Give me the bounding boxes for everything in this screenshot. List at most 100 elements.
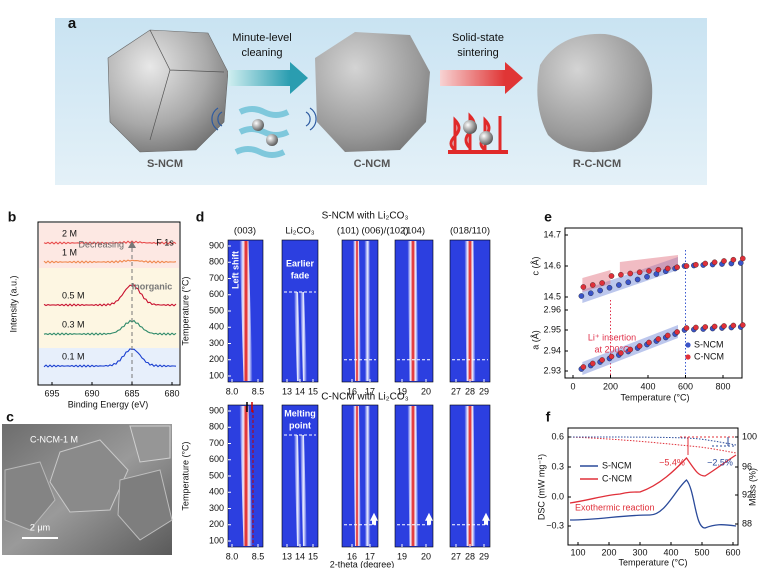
dsc-curve (569, 479, 737, 529)
label: 100 (742, 431, 757, 441)
label: 1 M (62, 247, 77, 257)
label: 400 (640, 381, 655, 391)
label: 17 (365, 386, 375, 396)
label: 0.3 M (62, 319, 85, 329)
peak-stripe (294, 292, 301, 381)
spectrum (43, 348, 177, 368)
spectrum (43, 240, 177, 245)
label: −5.4% (659, 457, 685, 467)
label: 600 (678, 381, 693, 391)
label: 96 (742, 461, 752, 471)
point (739, 322, 746, 328)
ion (252, 119, 264, 131)
point (578, 293, 585, 299)
peak-stripe (464, 406, 476, 546)
point (627, 270, 634, 277)
axes (567, 427, 739, 546)
label: Temperature (°C) (180, 276, 190, 345)
label: 200 (601, 547, 616, 557)
point (599, 280, 605, 286)
point (721, 323, 727, 329)
label: 2.93 (543, 365, 561, 375)
label: 700 (209, 273, 224, 283)
particle (315, 32, 430, 152)
label: C-NCM (694, 351, 724, 361)
label: 28 (465, 551, 475, 561)
label: 800 (209, 422, 224, 432)
band (39, 348, 179, 385)
label: S-NCM (147, 158, 183, 170)
label: 19 (397, 386, 407, 396)
peak-stripe (294, 435, 301, 546)
label: 27 (451, 551, 461, 561)
label: e (544, 209, 552, 225)
arrow (370, 512, 378, 525)
peak-stripe (464, 241, 476, 381)
axes (564, 227, 743, 379)
label: Inorganic (132, 281, 173, 291)
label: Exothermic reaction (575, 502, 655, 512)
label: C-NCM (354, 158, 391, 170)
label: c (Å) (530, 256, 540, 275)
point (646, 339, 652, 346)
point (693, 324, 699, 331)
label: 0.3 (551, 461, 564, 471)
label: 14 (295, 386, 305, 396)
label: 700 (209, 438, 224, 448)
point (655, 266, 662, 273)
point (587, 290, 594, 297)
label: 690 (84, 388, 99, 398)
arrow (482, 512, 490, 525)
label: 900 (209, 240, 224, 250)
label: 100 (209, 535, 224, 545)
point (589, 282, 596, 288)
point (674, 329, 680, 335)
label: C-NCM-1 M (30, 434, 78, 444)
label: 20 (421, 551, 431, 561)
label: 695 (44, 388, 59, 398)
label: 100 (209, 370, 224, 380)
label: Decreasing (78, 239, 124, 249)
label: 29 (479, 551, 489, 561)
peak-stripe (407, 241, 419, 381)
label: 800 (209, 257, 224, 267)
point (636, 269, 643, 276)
label: 15 (308, 386, 318, 396)
label: Solid-state (452, 32, 504, 44)
label: 14.5 (543, 291, 561, 301)
ion (479, 131, 493, 145)
label: a (68, 15, 77, 32)
point (636, 343, 643, 349)
label: 400 (209, 487, 224, 497)
legend-mark (685, 354, 691, 360)
arrow (290, 62, 308, 94)
label: 28 (465, 386, 475, 396)
point (634, 276, 641, 283)
arrow (505, 62, 523, 94)
legend-mark (685, 342, 691, 348)
label: 15 (308, 551, 318, 561)
peak-stripe (353, 241, 361, 381)
label: 400 (209, 322, 224, 332)
grain (129, 425, 171, 463)
label: R-C-NCM (573, 158, 621, 170)
label: point (289, 420, 311, 430)
point (618, 271, 624, 278)
label: Minute-level (232, 32, 291, 44)
label: S-NCM (694, 339, 724, 349)
label: 8.0 (226, 386, 239, 396)
label: cleaning (242, 47, 283, 59)
grain (4, 461, 56, 531)
peak-stripe (364, 406, 371, 546)
arrow (425, 512, 433, 525)
label: 27 (451, 386, 461, 396)
label: 680 (164, 388, 179, 398)
label: 14.7 (543, 229, 561, 239)
label: 88 (742, 518, 752, 528)
point (597, 287, 603, 294)
point (683, 263, 690, 269)
spectrum (43, 284, 177, 307)
point (606, 284, 613, 291)
label: Mass (%) (747, 468, 757, 506)
label: 0.6 (551, 431, 564, 441)
